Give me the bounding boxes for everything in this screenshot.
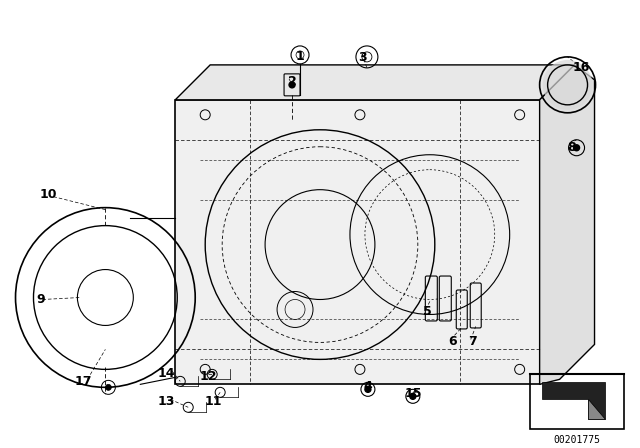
Text: 9: 9 — [36, 293, 45, 306]
Text: 3: 3 — [358, 52, 367, 65]
Circle shape — [410, 393, 416, 399]
Polygon shape — [175, 65, 575, 100]
Circle shape — [543, 60, 593, 110]
Text: 17: 17 — [75, 375, 92, 388]
Polygon shape — [541, 382, 605, 419]
Text: 00201775: 00201775 — [554, 435, 600, 445]
Polygon shape — [588, 399, 605, 419]
Polygon shape — [540, 65, 595, 384]
Circle shape — [573, 145, 580, 151]
Text: 5: 5 — [424, 305, 432, 318]
Text: 12: 12 — [200, 370, 217, 383]
Circle shape — [365, 386, 371, 392]
Polygon shape — [175, 100, 540, 384]
Text: 16: 16 — [573, 61, 590, 74]
Text: 14: 14 — [157, 367, 175, 380]
Text: 4: 4 — [364, 380, 372, 393]
Circle shape — [106, 384, 111, 390]
Text: 6: 6 — [449, 335, 457, 348]
Text: 10: 10 — [40, 188, 57, 201]
Text: 1: 1 — [296, 51, 305, 64]
Text: 13: 13 — [157, 395, 175, 408]
Text: 11: 11 — [204, 395, 222, 408]
Text: 2: 2 — [287, 75, 296, 88]
Text: 15: 15 — [404, 387, 422, 400]
Circle shape — [289, 82, 295, 88]
Text: 8: 8 — [567, 141, 576, 154]
Bar — [530, 375, 625, 429]
Text: 7: 7 — [468, 335, 477, 348]
